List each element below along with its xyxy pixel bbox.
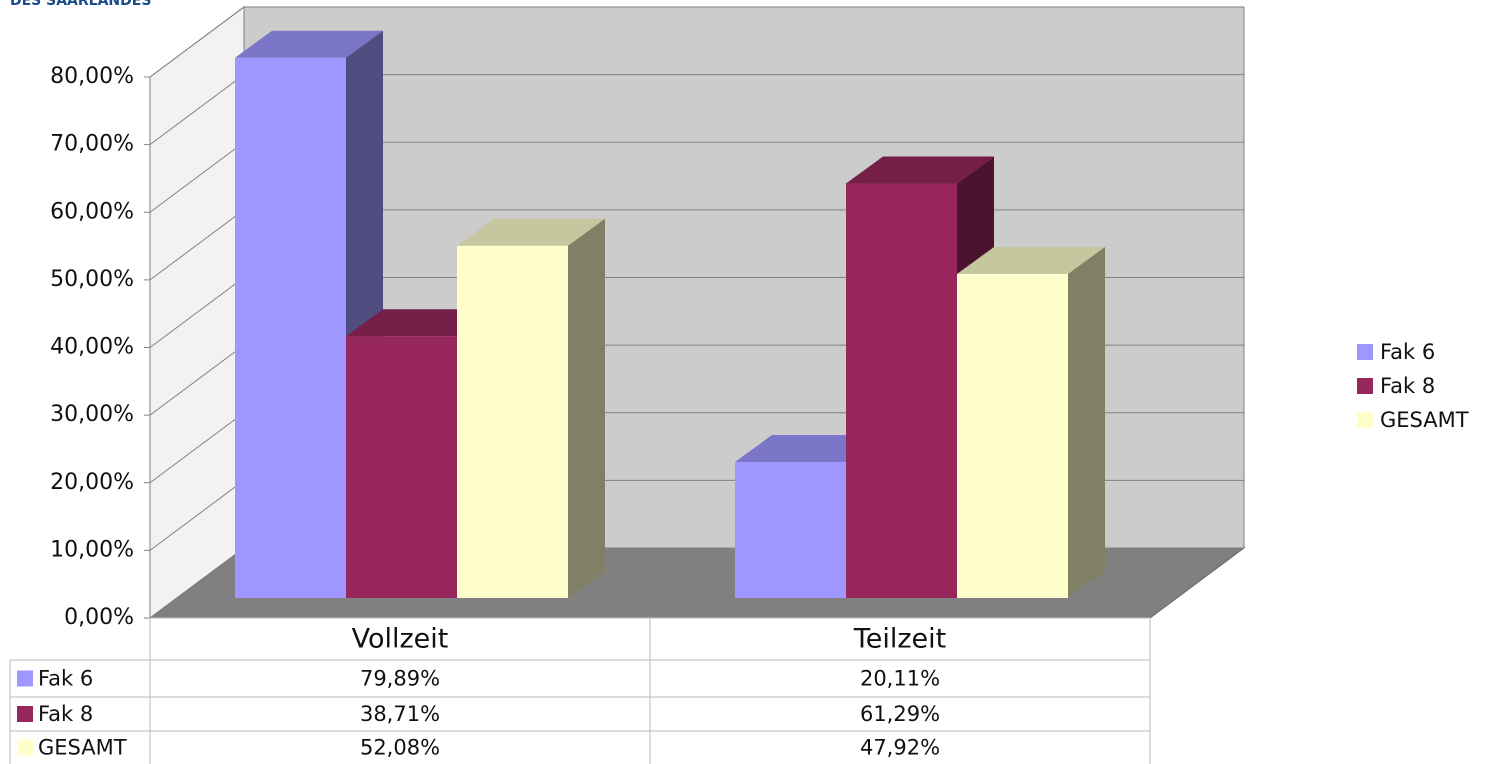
y-tick-label: 10,00%	[50, 537, 134, 562]
bar-top	[457, 218, 605, 246]
table-legend-swatch	[17, 670, 33, 687]
y-tick-label: 50,00%	[50, 267, 134, 292]
table-row-label: GESAMT	[38, 736, 127, 760]
legend-label: Fak 6	[1380, 340, 1435, 364]
data-label: 47,92%	[860, 736, 940, 760]
data-label: 52,08%	[360, 736, 440, 760]
bar-top	[235, 30, 383, 58]
legend-swatch	[1357, 344, 1373, 360]
data-label: 61,29%	[860, 702, 940, 726]
table-row-label: Fak 6	[38, 667, 93, 691]
y-tick-label: 0,00%	[64, 605, 134, 630]
table-legend-swatch	[17, 706, 33, 722]
legend-label: Fak 8	[1380, 374, 1435, 398]
bar	[235, 57, 346, 598]
y-tick-label: 70,00%	[50, 132, 134, 157]
legend-swatch	[1357, 378, 1373, 394]
y-tick-label: 60,00%	[50, 199, 134, 224]
y-tick-label: 40,00%	[50, 335, 134, 360]
bar	[735, 462, 846, 598]
table-legend-swatch	[17, 739, 33, 756]
bar	[457, 245, 568, 598]
table-row-label: Fak 8	[38, 702, 93, 726]
data-label: 79,89%	[360, 667, 440, 691]
bar	[346, 336, 457, 598]
bar-top	[957, 246, 1105, 274]
x-tick-label: Vollzeit	[352, 624, 449, 655]
bar-top	[846, 156, 994, 184]
bar	[846, 183, 957, 599]
legend-swatch	[1357, 412, 1373, 428]
grid-line	[149, 6, 1244, 78]
y-tick-label: 30,00%	[50, 402, 134, 427]
x-tick-label: Teilzeit	[853, 624, 946, 655]
bar	[957, 273, 1068, 598]
y-tick-label: 20,00%	[50, 470, 134, 495]
data-label: 38,71%	[360, 702, 440, 726]
data-label: 20,11%	[860, 667, 940, 691]
page-header: DES SAARLANDES	[10, 0, 151, 9]
y-tick-label: 80,00%	[50, 64, 134, 89]
legend-label: GESAMT	[1380, 408, 1469, 432]
bar-side	[568, 218, 605, 598]
bar-side	[1068, 246, 1105, 599]
